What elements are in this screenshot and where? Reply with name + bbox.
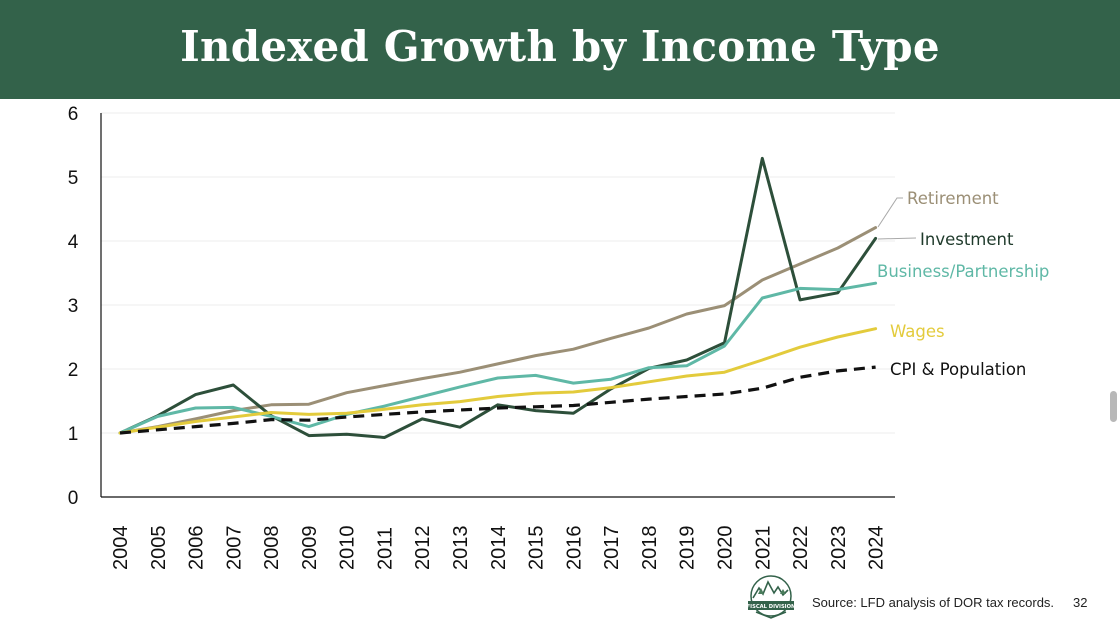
y-tick-label: 0 [68,488,79,509]
series-label-leader [877,197,903,228]
x-tick-label: 2022 [790,526,812,571]
x-tick-label: 2005 [148,526,170,571]
y-tick-label: 3 [68,296,79,317]
y-tick-label: 6 [68,104,79,125]
title-banner: Indexed Growth by Income Type [0,0,1120,99]
grid-lines [101,112,895,434]
page-title: Indexed Growth by Income Type [180,22,940,71]
y-tick-label: 4 [68,232,79,253]
x-tick-label: 2011 [374,527,396,570]
x-tick-label: 2016 [563,526,585,571]
series-label: Retirement [907,189,999,208]
series-label: Investment [920,230,1014,249]
series-label: Business/Partnership [877,262,1049,281]
x-tick-label: 2018 [639,526,661,571]
x-axis-tick-labels: 2004 2005 2006 2007 2008 2009 2010 2011 2012 2013… [110,526,888,571]
x-tick-label: 2007 [223,526,245,571]
x-tick-label: 2006 [186,526,208,571]
series-line-0 [118,226,878,435]
series-line-1 [118,156,878,439]
axes [100,113,895,498]
x-tick-label: 2013 [450,526,472,571]
x-tick-label: 2017 [601,526,623,571]
x-tick-label: 2023 [828,526,850,571]
x-tick-label: 2021 [752,526,774,571]
y-tick-label: 5 [68,168,79,189]
x-tick-label: 2010 [337,526,359,571]
slide-number: 32 [1073,595,1088,610]
x-tick-label: 2012 [412,526,434,571]
series-label: Wages [890,322,945,341]
x-tick-label: 2014 [488,526,510,571]
scrollbar-thumb[interactable] [1110,391,1117,422]
fiscal-division-logo: FISCAL DIVISION [747,575,796,619]
series-label: CPI & Population [890,360,1026,379]
series-labels: Retirement Investment Business/Partnership… [877,189,1049,379]
y-tick-label: 1 [68,424,79,445]
y-tick-label: 2 [68,360,79,381]
source-note: Source: LFD analysis of DOR tax records. [812,595,1055,610]
series-line-4 [119,365,876,435]
x-tick-label: 2008 [261,526,283,571]
x-tick-label: 2009 [299,526,321,571]
series-line-2 [118,281,878,435]
x-tick-label: 2020 [714,526,736,571]
series-lines [118,156,878,439]
y-axis-tick-labels: 0 1 2 3 4 5 6 [68,104,79,509]
x-tick-label: 2024 [866,526,888,571]
series-line-3 [118,327,878,435]
x-tick-label: 2019 [677,526,699,571]
series-label-leader [877,237,917,240]
logo-text: FISCAL DIVISION [747,604,796,610]
x-tick-label: 2015 [526,526,548,571]
x-tick-label: 2004 [110,526,132,571]
